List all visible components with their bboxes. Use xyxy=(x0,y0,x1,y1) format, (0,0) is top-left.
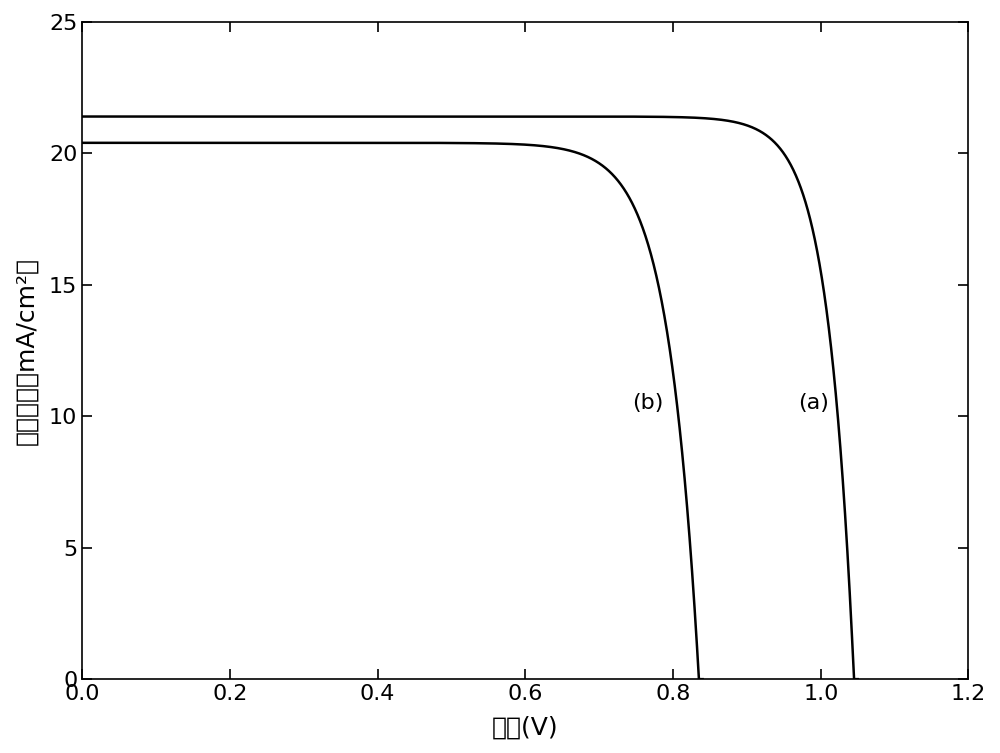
Y-axis label: 电流密度（mA/cm²）: 电流密度（mA/cm²） xyxy=(14,257,38,444)
Text: (a): (a) xyxy=(799,393,829,413)
Text: (b): (b) xyxy=(632,393,664,413)
X-axis label: 电压(V): 电压(V) xyxy=(492,715,559,739)
